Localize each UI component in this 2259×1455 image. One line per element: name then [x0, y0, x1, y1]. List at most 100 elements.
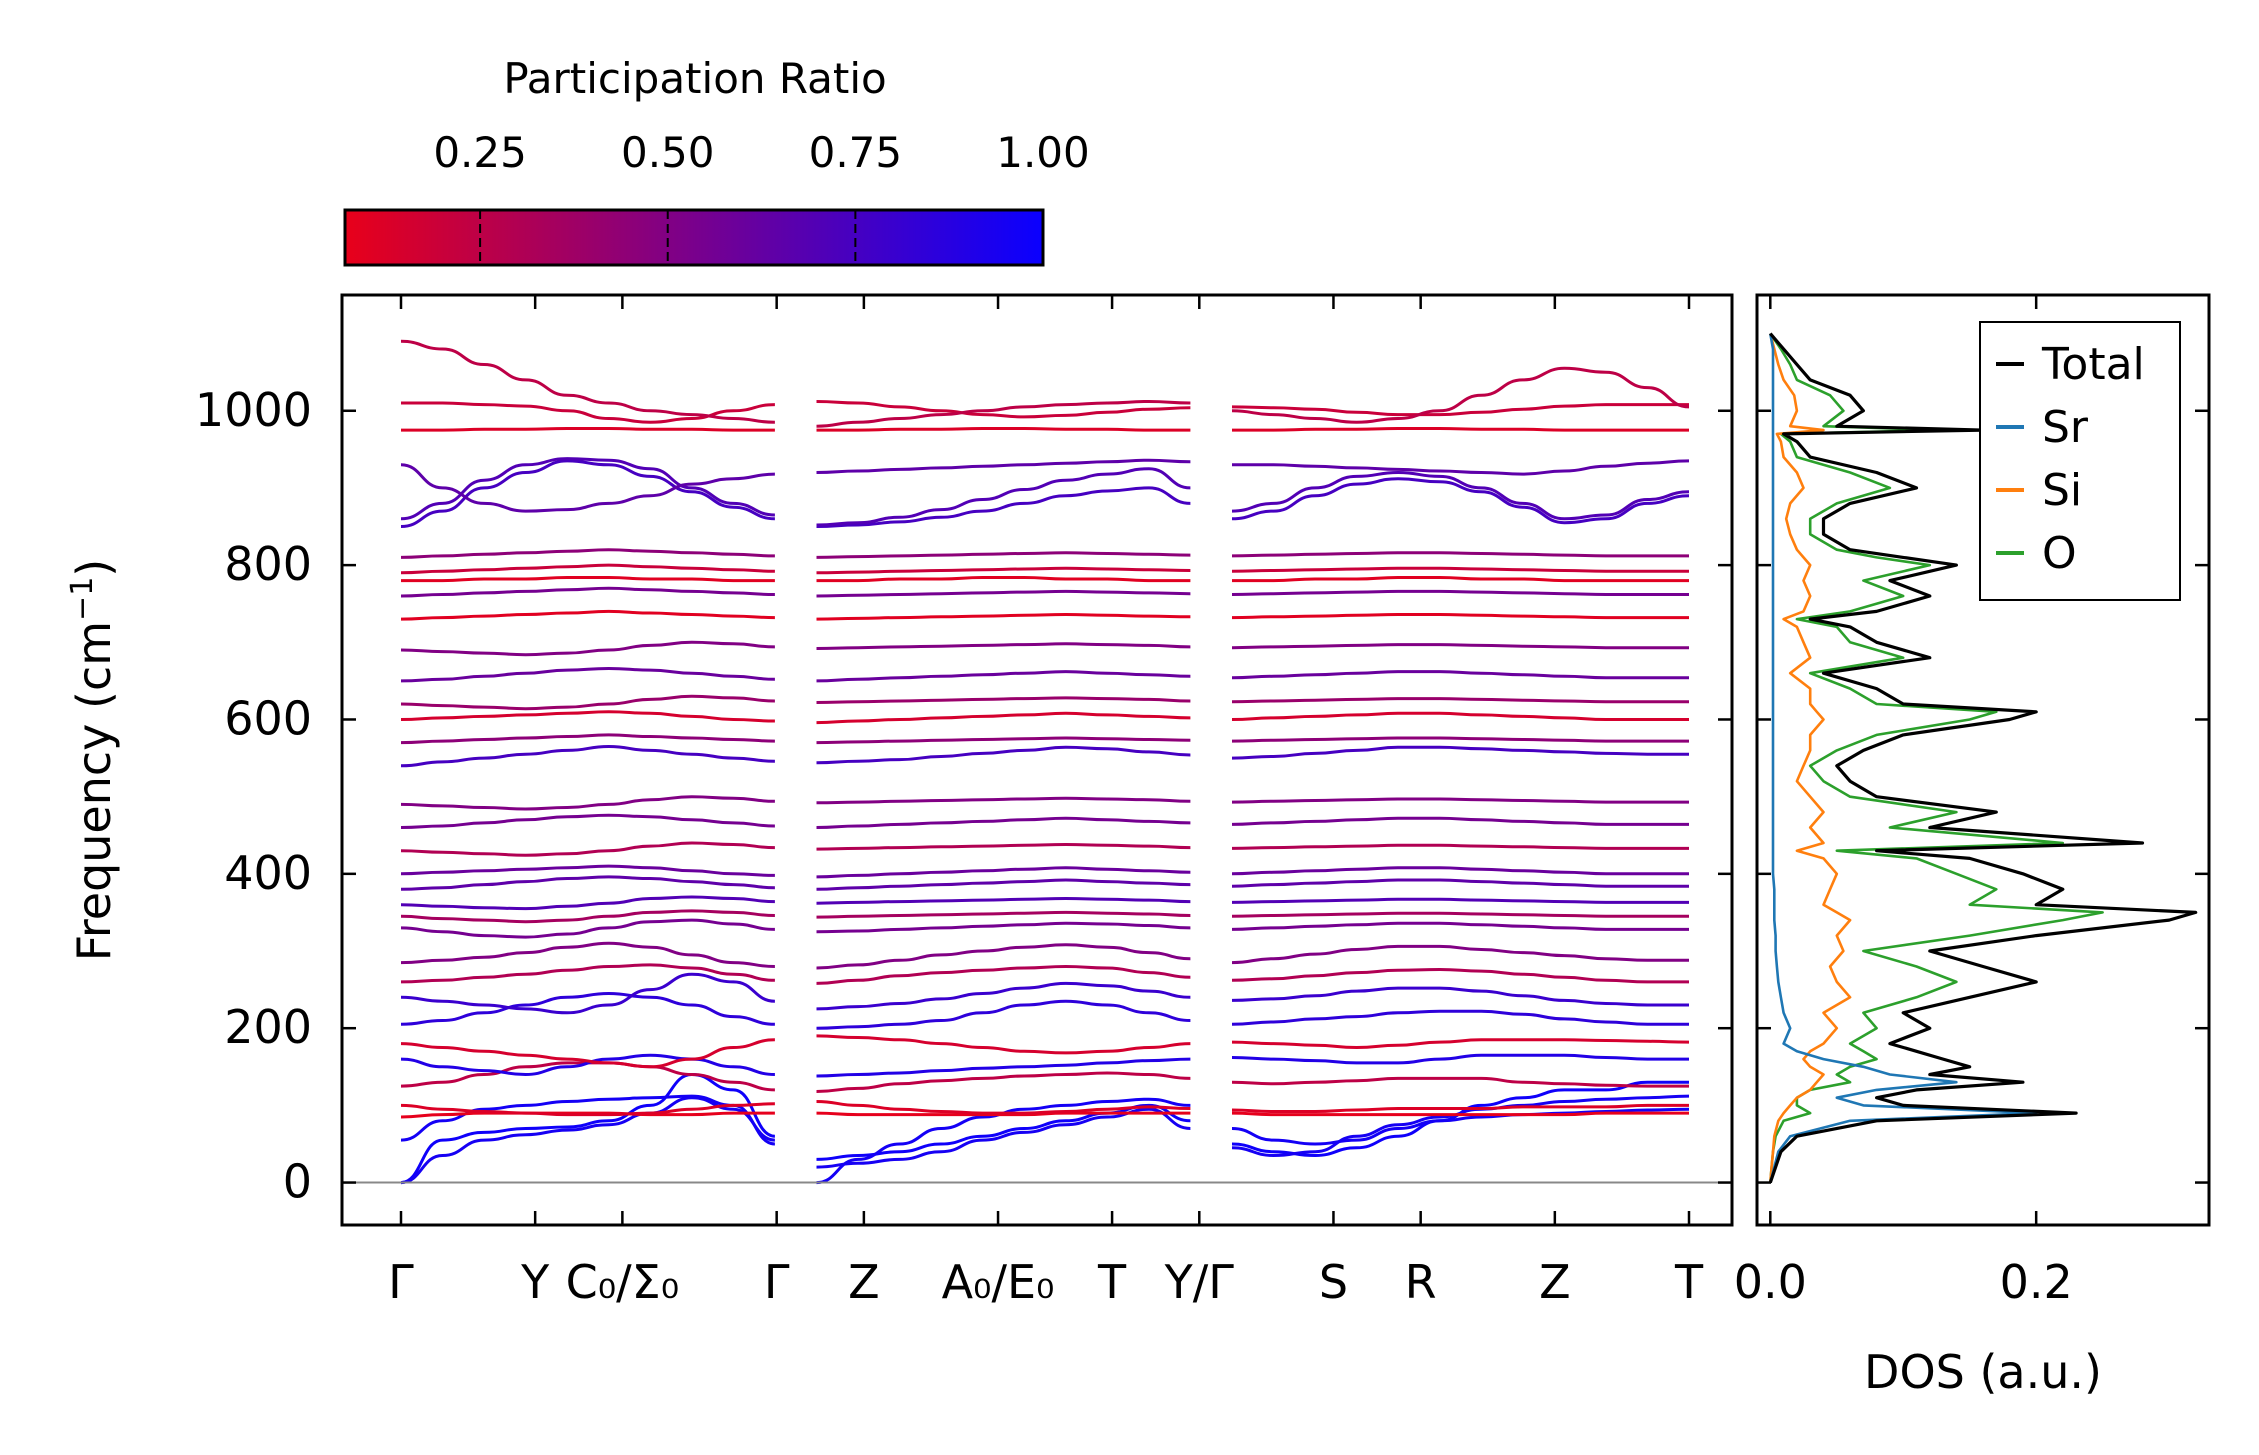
phonon-band-4: [816, 1100, 1191, 1115]
y-axis-label: Frequency (cm−1): [65, 559, 121, 962]
phonon-band-30: [816, 551, 1191, 559]
phonon-band-36: [816, 400, 1191, 428]
colorbar-tick-label: 0.50: [621, 128, 715, 177]
phonon-band-22: [400, 710, 775, 723]
phonon-band-32: [400, 457, 775, 521]
phonon-band-35: [816, 400, 1191, 419]
phonon-band-32: [1231, 471, 1690, 521]
phonon-band-13: [400, 909, 775, 924]
dos-legend: Total Sr Si O: [1979, 321, 2181, 601]
phonon-band-12: [400, 918, 775, 939]
phonon-band-27: [816, 589, 1191, 598]
phonon-band-16: [1231, 866, 1689, 876]
dos-x-axis-label: DOS (a.u.): [1864, 1345, 2102, 1399]
phonon-band-24: [816, 670, 1191, 683]
phonon-band-2: [1231, 1107, 1690, 1146]
phonon-band-21: [1231, 736, 1689, 743]
phonon-band-3: [1231, 1111, 1689, 1117]
phonon-band-17: [1231, 843, 1689, 850]
colorbar-tick-label: 0.75: [809, 128, 903, 177]
phonon-band-31: [400, 459, 775, 528]
phonon-band-21: [816, 736, 1191, 745]
phonon-band-15: [1231, 878, 1689, 888]
phonon-band-18: [400, 813, 775, 829]
phonon-band-27: [400, 586, 775, 598]
phonon-band-8: [816, 999, 1191, 1030]
phonon-band-19: [816, 796, 1191, 805]
phonon-band-15: [400, 875, 775, 891]
phonon-band-28: [400, 576, 775, 583]
dos-plot-frame: [1755, 293, 2211, 1227]
phonon-band-24: [400, 667, 775, 683]
kpoint-label: Z: [1539, 1255, 1571, 1309]
phonon-band-6: [400, 1053, 775, 1076]
phonon-band-20: [816, 745, 1191, 765]
dos-x-tick-label: 0.0: [1734, 1255, 1807, 1309]
kpoint-label: Z: [848, 1255, 880, 1309]
phonon-band-25: [1231, 643, 1689, 650]
phonon-band-4: [1231, 1103, 1689, 1113]
phonon-band-29: [1231, 566, 1689, 573]
phonon-band-29: [816, 566, 1191, 575]
phonon-band-33: [400, 463, 775, 513]
kpoint-label: Y: [520, 1255, 550, 1309]
phonon-band-16: [400, 864, 775, 877]
phonon-band-7: [1231, 1038, 1690, 1049]
phonon-band-11: [1231, 944, 1689, 965]
phonon-band-19: [400, 795, 775, 811]
phonon-band-20: [1231, 745, 1689, 760]
dos-panel: 0.0 0.2 DOS (a.u.) Total Sr Si O: [1734, 293, 2211, 1399]
phonon-band-0: [400, 1073, 776, 1185]
phonon-band-32: [816, 467, 1191, 527]
phonon-band-8: [1231, 1009, 1689, 1026]
phonon-band-24: [1231, 670, 1689, 680]
colorbar: Participation Ratio 0.25 0.50 0.75 1.00: [343, 54, 1090, 267]
legend-label-o: O: [2042, 528, 2077, 579]
phonon-band-10: [400, 963, 775, 984]
phonon-band-28: [816, 576, 1191, 583]
legend-label-sr: Sr: [2042, 402, 2089, 453]
phonon-band-29: [400, 563, 775, 575]
colorbar-tick-label: 0.25: [433, 128, 527, 177]
kpoint-label: Γ: [388, 1255, 414, 1309]
phonon-band-22: [816, 711, 1191, 725]
phonon-band-5: [816, 1071, 1191, 1093]
phonon-band-34: [400, 427, 775, 432]
phonon-band-26: [816, 613, 1191, 621]
dos-curve-sr: [1769, 333, 2038, 1183]
phonon-band-8: [400, 992, 775, 1026]
legend-label-si: Si: [2042, 465, 2082, 516]
phonon-band-23: [816, 696, 1191, 704]
kpoint-label: C₀/Σ₀: [566, 1255, 680, 1309]
phonon-band-27: [1231, 589, 1689, 596]
phonon-band-22: [1231, 711, 1689, 722]
colorbar-tick-label: 1.00: [996, 128, 1090, 177]
phonon-band-25: [816, 642, 1191, 650]
phonon-band-18: [816, 816, 1191, 829]
phonon-band-17: [400, 841, 775, 857]
legend-label-total: Total: [2041, 339, 2145, 390]
phonon-band-16: [816, 866, 1191, 879]
kpoint-label: Y/Γ: [1164, 1255, 1235, 1309]
phonon-band-1: [816, 1107, 1191, 1169]
dos-curve-total: [1768, 332, 2198, 1184]
phonon-band-12: [816, 921, 1191, 934]
phonon-band-17: [816, 843, 1191, 851]
phonon-band-11: [816, 943, 1191, 970]
phonon-band-36: [1231, 366, 1690, 424]
y-tick-label: 0: [283, 1155, 312, 1209]
dos-x-tick-label: 0.2: [2000, 1255, 2073, 1309]
phonon-band-6: [1231, 1053, 1689, 1065]
phonon-band-26: [1231, 613, 1690, 620]
phonon-band-30: [400, 548, 775, 559]
phonon-band-9: [816, 981, 1191, 1011]
phonon-band-12: [1231, 921, 1689, 931]
phonon-band-11: [400, 941, 775, 968]
phonon-band-13: [1231, 911, 1689, 918]
colorbar-gradient: [343, 208, 1045, 267]
phonon-band-21: [400, 733, 775, 745]
kpoint-label: T: [1674, 1255, 1704, 1309]
kpoint-label: A₀/E₀: [942, 1255, 1055, 1309]
phonon-band-9: [1231, 986, 1689, 1007]
